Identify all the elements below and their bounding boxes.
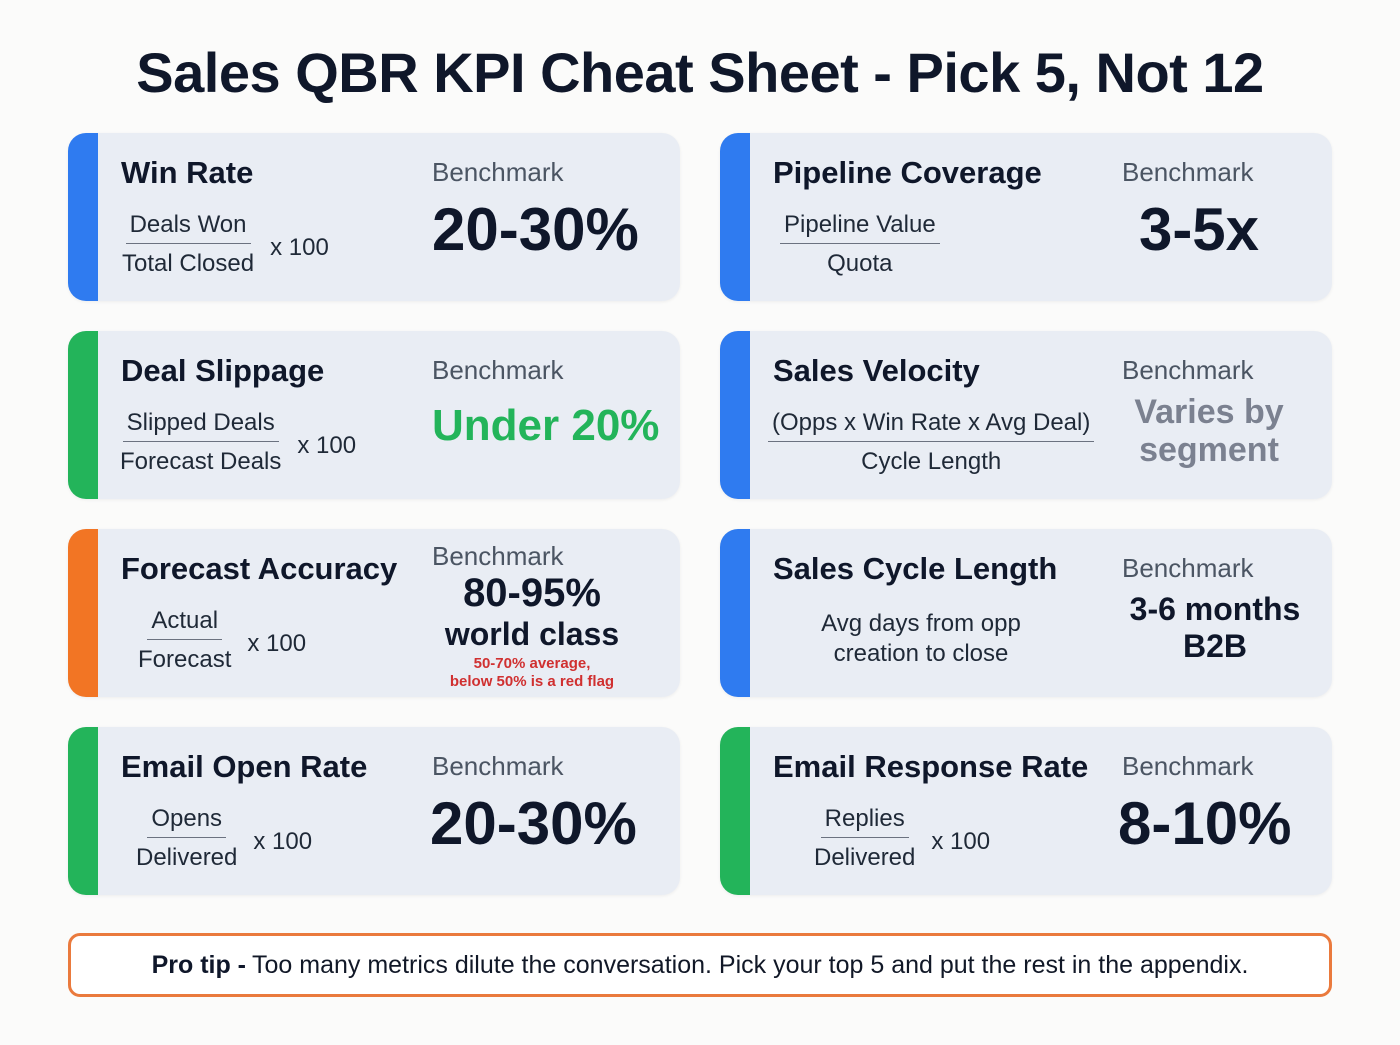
kpi-card-sales-cycle-length: Sales Cycle Length Avg days from opp cre… xyxy=(720,529,1332,697)
kpi-card-email-response-rate: Email Response Rate Replies Delivered x … xyxy=(720,727,1332,895)
kpi-formula: Actual Forecast x 100 xyxy=(134,605,306,676)
multiplier: x 100 xyxy=(297,431,357,459)
benchmark-note: 50-70% average, below 50% is a red flag xyxy=(432,655,632,691)
kpi-card-win-rate: Win Rate Deals Won Total Closed x 100 Be… xyxy=(68,133,680,301)
accent-bar xyxy=(720,727,750,895)
benchmark-value: Under 20% xyxy=(432,401,660,450)
accent-bar xyxy=(720,529,750,697)
fraction: Slipped Deals Forecast Deals xyxy=(116,407,285,478)
benchmark-label: Benchmark xyxy=(432,541,564,571)
kpi-description: Avg days from opp creation to close xyxy=(790,609,1052,669)
benchmark-value-line2: segment xyxy=(1139,431,1279,469)
benchmark-value: 8-10% xyxy=(1118,790,1292,857)
denominator: Total Closed xyxy=(122,250,255,277)
benchmark-label: Benchmark xyxy=(432,355,564,385)
benchmark-value: 3-5x xyxy=(1138,196,1260,263)
multiplier: x 100 xyxy=(253,827,313,855)
accent-bar xyxy=(68,529,98,697)
kpi-card-deal-slippage: Deal Slippage Slipped Deals Forecast Dea… xyxy=(68,331,680,499)
numerator: Slipped Deals xyxy=(122,407,279,442)
accent-bar xyxy=(720,133,750,301)
benchmark-value: 20-30% xyxy=(432,196,639,263)
multiplier: x 100 xyxy=(270,233,329,261)
kpi-name: Win Rate xyxy=(121,155,254,190)
note-line2: below 50% is a red flag xyxy=(449,673,615,690)
numerator: Opens xyxy=(147,803,227,838)
numerator: Pipeline Value xyxy=(780,209,940,244)
kpi-card-email-open-rate: Email Open Rate Opens Delivered x 100 Be… xyxy=(68,727,680,895)
benchmark-value-primary: 80-95% xyxy=(463,571,601,615)
multiplier: x 100 xyxy=(247,629,307,657)
pro-tip-callout: Pro tip - Too many metrics dilute the co… xyxy=(68,933,1332,997)
numerator: Deals Won xyxy=(125,209,251,244)
accent-bar xyxy=(720,331,750,499)
kpi-formula: Opens Delivered x 100 xyxy=(132,803,312,874)
kpi-formula: Replies Delivered x 100 xyxy=(810,803,990,874)
kpi-formula: Pipeline Value Quota xyxy=(780,209,940,280)
denominator: Delivered xyxy=(136,844,238,871)
fraction: Opens Delivered xyxy=(132,803,241,874)
kpi-card-forecast-accuracy: Forecast Accuracy Actual Forecast x 100 … xyxy=(68,529,680,697)
denominator: Forecast xyxy=(138,646,232,673)
kpi-name: Deal Slippage xyxy=(121,353,325,388)
description-line1: Avg days from opp xyxy=(821,610,1021,637)
fraction: Actual Forecast xyxy=(134,605,235,676)
note-line1: 50-70% average, xyxy=(473,655,591,672)
benchmark-label: Benchmark xyxy=(1122,553,1254,583)
kpi-card-pipeline-coverage: Pipeline Coverage Pipeline Value Quota B… xyxy=(720,133,1332,301)
fraction: (Opps x Win Rate x Avg Deal) Cycle Lengt… xyxy=(768,407,1095,478)
kpi-formula: Slipped Deals Forecast Deals x 100 xyxy=(116,407,356,478)
kpi-name: Sales Cycle Length xyxy=(773,551,1058,586)
kpi-formula: Deals Won Total Closed x 100 xyxy=(118,209,329,280)
denominator: Quota xyxy=(827,250,893,277)
fraction: Deals Won Total Closed xyxy=(118,209,258,280)
benchmark-label: Benchmark xyxy=(432,751,564,781)
kpi-name: Email Response Rate xyxy=(773,749,1089,784)
benchmark-label: Benchmark xyxy=(1122,355,1254,385)
numerator: (Opps x Win Rate x Avg Deal) xyxy=(768,407,1095,442)
pro-tip-label: Pro tip - xyxy=(151,950,247,979)
kpi-name: Email Open Rate xyxy=(121,749,368,784)
kpi-formula: (Opps x Win Rate x Avg Deal) Cycle Lengt… xyxy=(768,407,1095,478)
denominator: Delivered xyxy=(814,844,916,871)
benchmark-value: 20-30% xyxy=(430,790,637,857)
benchmark-value-secondary: world class xyxy=(444,616,620,652)
kpi-name: Forecast Accuracy xyxy=(121,551,398,586)
numerator: Actual xyxy=(147,605,223,640)
description-line2: creation to close xyxy=(833,640,1009,667)
kpi-name: Pipeline Coverage xyxy=(773,155,1042,190)
benchmark-value: 3-6 months B2B xyxy=(1118,591,1312,665)
fraction: Pipeline Value Quota xyxy=(780,209,940,280)
kpi-name: Sales Velocity xyxy=(773,353,980,388)
accent-bar xyxy=(68,331,98,499)
page-title: Sales QBR KPI Cheat Sheet - Pick 5, Not … xyxy=(136,41,1264,104)
accent-bar xyxy=(68,133,98,301)
benchmark-value-line2: B2B xyxy=(1182,628,1247,664)
benchmark-value-line1: 3-6 months xyxy=(1129,591,1301,627)
fraction: Replies Delivered xyxy=(810,803,919,874)
pro-tip-text: Too many metrics dilute the conversation… xyxy=(252,950,1249,979)
numerator: Replies xyxy=(820,803,909,838)
benchmark-value: Varies by segment xyxy=(1120,393,1298,469)
denominator: Forecast Deals xyxy=(120,448,282,475)
benchmark-label: Benchmark xyxy=(1122,751,1254,781)
benchmark-value-line1: Varies by xyxy=(1134,393,1284,431)
multiplier: x 100 xyxy=(931,827,991,855)
denominator: Cycle Length xyxy=(861,448,1002,475)
kpi-card-sales-velocity: Sales Velocity (Opps x Win Rate x Avg De… xyxy=(720,331,1332,499)
benchmark-label: Benchmark xyxy=(1122,157,1254,187)
benchmark-label: Benchmark xyxy=(432,157,564,187)
accent-bar xyxy=(68,727,98,895)
